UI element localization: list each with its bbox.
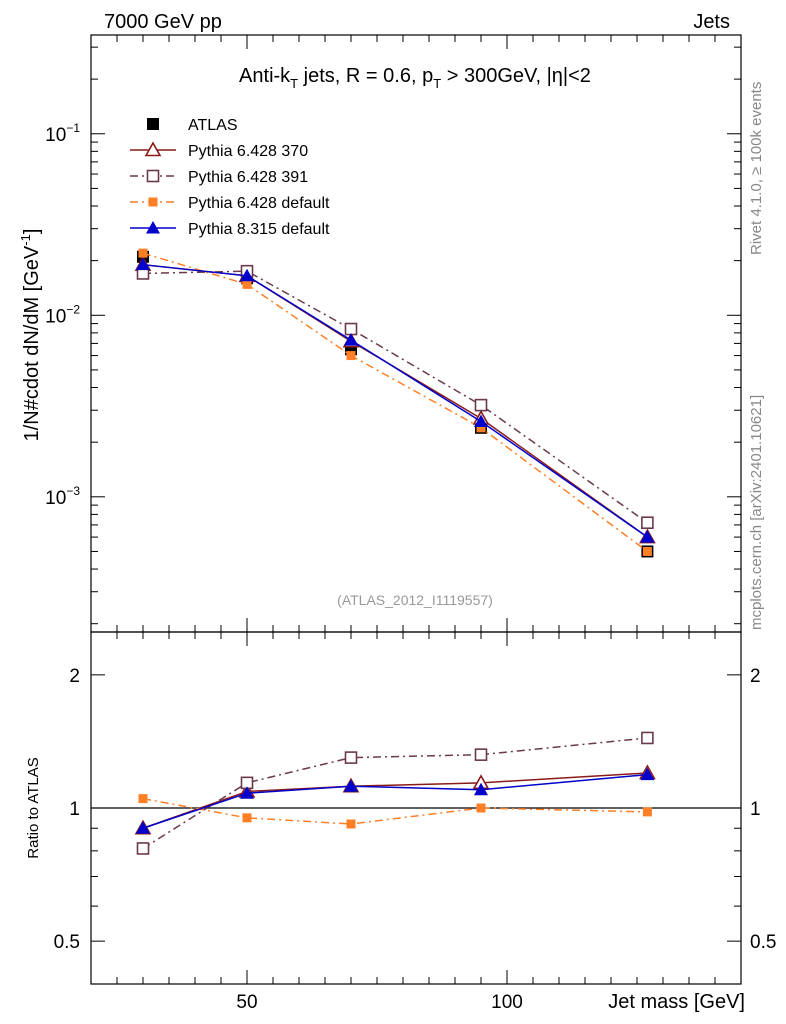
ratio-line-py391 — [142, 737, 648, 850]
ratio-point-py8def — [474, 782, 488, 796]
main-point-py8def — [640, 530, 655, 543]
ratio-point-py6def — [642, 807, 652, 817]
main-point-py391 — [474, 398, 488, 412]
legend-marker-py6def — [148, 197, 158, 207]
y-tick-label: 10−3 — [45, 484, 80, 509]
legend-label-py8def: Pythia 8.315 default — [188, 221, 330, 238]
main-point-py8def — [344, 333, 358, 346]
main-point-py8def — [474, 414, 488, 427]
main-point-py6def — [476, 423, 486, 433]
ratio-point-py391 — [474, 748, 488, 761]
main-point-py6def — [346, 351, 356, 361]
ratio-point-py391 — [136, 842, 150, 855]
main-point-py391 — [344, 322, 358, 336]
y-tick-label: 10−1 — [45, 121, 80, 146]
ratio-y-tick-label-right: 2 — [750, 666, 761, 687]
ratio-y-tick-label: 0.5 — [54, 932, 80, 953]
ratio-point-py8def — [240, 786, 254, 799]
ratio-point-py391 — [344, 751, 358, 764]
main-point-py6def — [138, 248, 148, 258]
legend: ATLAS Pythia 6.428 370 Pythia 6.428 391 Pyt… — [130, 117, 330, 238]
legend-marker-py391 — [146, 169, 160, 183]
y-tick-label: 10−2 — [45, 302, 80, 327]
ratio-y-tick-label: 1 — [69, 799, 80, 820]
main-point-py6def — [642, 546, 652, 556]
header-right: Jets — [693, 11, 730, 33]
main-point-py8def — [240, 268, 254, 282]
ratio-point-py391 — [641, 731, 654, 745]
legend-label-py6def: Pythia 6.428 default — [188, 195, 330, 212]
ratio-line-py6def — [142, 797, 648, 825]
main-line-py370 — [142, 263, 648, 538]
ratio-y-tick-label-right: 0.5 — [750, 932, 776, 953]
rivet-label: Rivet 4.1.0, ≥ 100k events — [748, 82, 765, 255]
ratio-point-py8def — [136, 821, 150, 834]
main-y-axis-label: 1/N#cdot dN/dM [GeV-1] — [18, 229, 43, 442]
ratio-y-tick-label-right: 1 — [750, 799, 761, 820]
legend-marker-atlas — [147, 118, 159, 130]
legend-label-atlas: ATLAS — [188, 117, 238, 134]
ratio-point-py6def — [242, 813, 252, 823]
ratio-y-axis-label: Ratio to ATLAS — [25, 757, 42, 858]
x-axis-label: Jet mass [GeV] — [608, 991, 745, 1013]
ratio-series-group — [134, 731, 656, 855]
legend-marker-py8def — [146, 221, 160, 234]
ratio-point-py6def — [346, 819, 356, 829]
ratio-y-tick-label: 2 — [69, 666, 80, 687]
ratio-point-py6def — [476, 803, 486, 813]
main-line-py8def — [142, 263, 648, 538]
legend-label-py370: Pythia 6.428 370 — [188, 143, 308, 160]
ratio-point-py6def — [138, 794, 148, 804]
x-tick-label: 50 — [236, 992, 257, 1013]
main-ticks: 10−1 10−2 10−3 — [45, 35, 742, 632]
main-plot-title: Anti-kT jets, R = 0.6, pT > 300GeV, |η|<… — [239, 65, 591, 91]
main-series-group — [134, 248, 656, 558]
main-point-py391 — [641, 516, 654, 530]
ratio-point-py8def — [640, 767, 655, 781]
mcplots-label: mcplots.cern.ch [arXiv:2401.10621] — [748, 395, 765, 630]
header-left: 7000 GeV pp — [104, 11, 222, 33]
legend-marker-py370 — [144, 141, 162, 157]
main-point-py8def — [136, 257, 150, 271]
main-line-py6def — [142, 252, 648, 553]
main-point-py6def — [242, 279, 252, 289]
ratio-point-py8def — [344, 779, 358, 792]
legend-label-py391: Pythia 6.428 391 — [188, 169, 308, 186]
x-tick-label: 100 — [491, 992, 523, 1013]
ratio-ticks: 2 2 1 1 0.5 0.5 50 100 — [54, 632, 776, 1013]
analysis-watermark: (ATLAS_2012_I1119557) — [337, 592, 493, 608]
